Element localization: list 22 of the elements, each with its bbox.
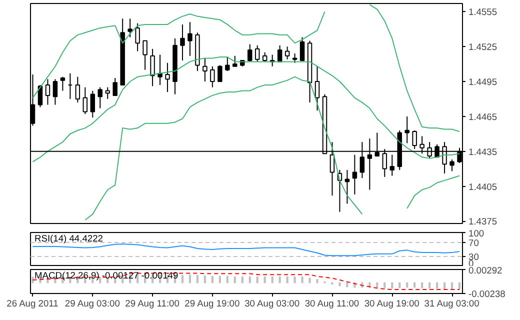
x-tick-label: 29 Aug 19:00 xyxy=(184,298,240,308)
x-tick-label: 30 Aug 19:00 xyxy=(364,298,420,308)
y-tick-label: 100 xyxy=(468,228,484,238)
x-tick-label: 30 Aug 11:00 xyxy=(304,298,360,308)
x-tick-label: 29 Aug 03:00 xyxy=(64,298,120,308)
y-tick-label: 1.4405 xyxy=(468,182,498,192)
chart-title: MACD(12,26,9) -0.00127 -0.00149 xyxy=(34,270,178,280)
y-tick-label: -0.00238 xyxy=(468,289,506,299)
x-tick-label: 29 Aug 11:00 xyxy=(125,298,180,308)
x-tick-label: 30 Aug 03:00 xyxy=(244,298,300,308)
y-tick-label: 70 xyxy=(468,238,479,248)
y-tick-label: 1.4525 xyxy=(468,42,498,52)
chart-title: RSI(14) 44.4222 xyxy=(34,234,103,244)
y-tick-label: 30 xyxy=(468,252,479,262)
y-tick-label: 0.00292 xyxy=(468,266,502,276)
ref-line-label: 1.4435 xyxy=(468,146,498,157)
y-tick-label: 1.4555 xyxy=(468,7,498,18)
x-tick-label: 26 Aug 2011 xyxy=(6,298,58,308)
x-tick-label: 31 Aug 03:00 xyxy=(424,298,480,308)
y-tick-label: 1.4465 xyxy=(468,112,498,122)
y-tick-label: 1.4375 xyxy=(468,216,498,227)
y-tick-label: 1.4495 xyxy=(468,76,498,87)
